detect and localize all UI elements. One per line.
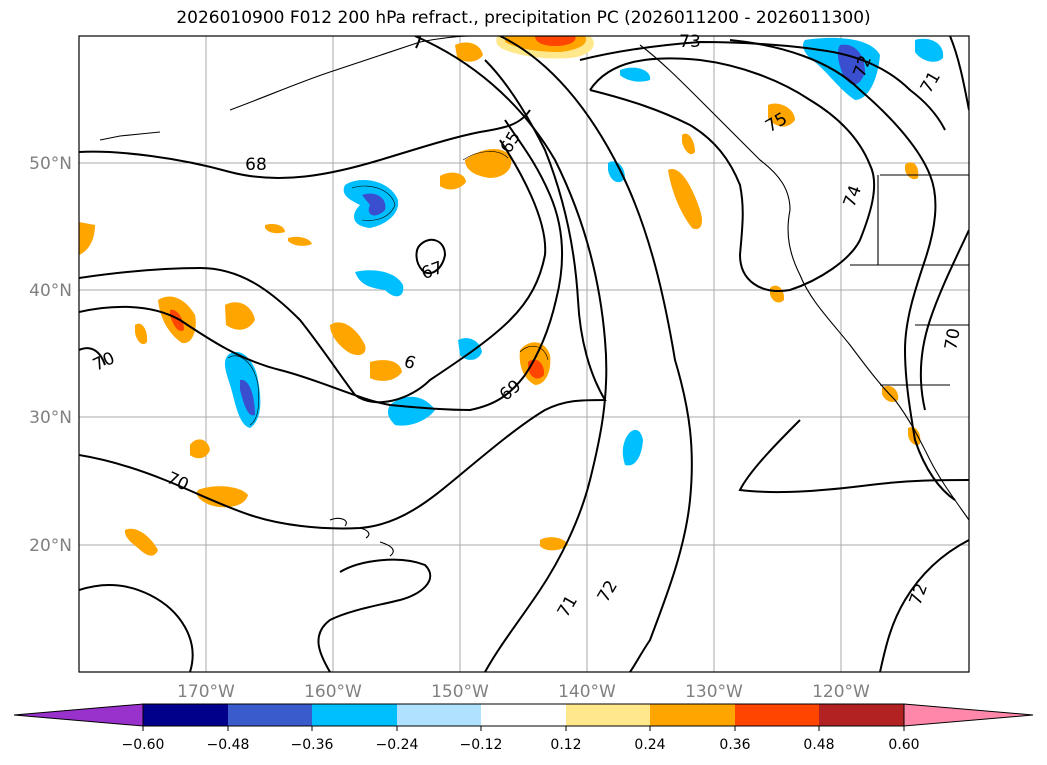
- refractivity-contours: [79, 36, 969, 672]
- precip-blob-pos: [465, 148, 512, 178]
- precip-blob-neg: [915, 38, 944, 62]
- contour-72b: [738, 419, 969, 494]
- colorbar-segment: [397, 704, 481, 726]
- map-title: 2026010900 F012 200 hPa refract., precip…: [176, 8, 871, 28]
- colorbar-tick-label: 0.48: [803, 737, 834, 753]
- lat-label-20n: 20°N: [29, 536, 72, 556]
- precip-blob-pos: [440, 172, 466, 190]
- contour-75: [729, 39, 956, 501]
- contour-68: [79, 109, 531, 179]
- colorbar-tick-label: −0.12: [460, 737, 503, 753]
- alaska-coast: [229, 36, 471, 111]
- colorbar-extend-low: [13, 703, 144, 727]
- colorbar-tick-label: −0.60: [122, 737, 165, 753]
- precip-blob-pos: [682, 133, 695, 155]
- precip-blob-neg: [387, 396, 435, 426]
- colorbar-segment: [735, 704, 819, 726]
- precip-blob-pos: [190, 439, 210, 459]
- precip-blob-pos: [124, 528, 158, 556]
- north-america-coast: [639, 44, 969, 521]
- precip-blob-pos-strong: [535, 36, 576, 46]
- coastlines: [99, 36, 969, 557]
- contour-label: 68: [245, 155, 267, 175]
- precip-blob-neg-core: [240, 379, 255, 416]
- aleutian-islands: [99, 131, 161, 141]
- contour-71b: [949, 36, 969, 111]
- longitude-labels: 170°W 160°W 150°W 140°W 130°W 120°W: [177, 682, 870, 702]
- contour-70c: [79, 584, 194, 672]
- colorbar-tick-label: −0.48: [207, 737, 250, 753]
- precip-blob-pos: [225, 302, 255, 330]
- precip-blob-pos: [330, 322, 366, 356]
- colorbar-segment: [650, 704, 735, 726]
- contour-72c: [879, 539, 969, 672]
- colorbar-segment: [312, 704, 397, 726]
- lon-label-130w: 130°W: [685, 682, 743, 702]
- colorbar-tick-label: −0.36: [291, 737, 334, 753]
- contour-70b: [919, 229, 969, 411]
- precip-blob-pos: [265, 223, 285, 234]
- precip-blob-neg: [355, 270, 404, 297]
- lon-label-120w: 120°W: [812, 682, 870, 702]
- colorbar-outline: [142, 703, 905, 727]
- precip-blob-pos-strong: [170, 309, 184, 331]
- colorbar-tick-label: −0.24: [376, 737, 419, 753]
- colorbar-tick-label: 0.12: [550, 737, 581, 753]
- colorbar-tick-label: 0.24: [634, 737, 665, 753]
- contour-74: [589, 57, 876, 292]
- colorbar: −0.60 −0.48 −0.36 −0.24 −0.12 0.12 0.24 …: [13, 703, 1034, 753]
- colorbar-segment: [481, 704, 566, 726]
- contour-73: [579, 40, 946, 131]
- lon-label-150w: 150°W: [431, 682, 489, 702]
- precip-blob-pos: [455, 42, 483, 62]
- lon-label-160w: 160°W: [304, 682, 362, 702]
- lon-label-170w: 170°W: [177, 682, 235, 702]
- precip-blob-pos: [288, 236, 312, 246]
- colorbar-extend-high: [903, 703, 1034, 727]
- contour-label: 70: [941, 327, 964, 352]
- precip-blob-neg: [608, 161, 625, 183]
- colorbar-tick-label: 0.60: [888, 737, 919, 753]
- contour-71: [414, 36, 608, 672]
- contour-72: [499, 36, 693, 672]
- contour-67-closed: [415, 238, 447, 275]
- contour-70d: [79, 347, 106, 366]
- precip-blob-pos: [668, 169, 703, 230]
- contour-71c: [317, 558, 432, 672]
- contour-stub: [415, 36, 421, 49]
- map-frame: [78, 35, 970, 673]
- colorbar-segment: [819, 704, 904, 726]
- colorbar-segment: [143, 704, 228, 726]
- lat-label-30n: 30°N: [29, 408, 72, 428]
- contour-label: 73: [679, 32, 701, 52]
- contour-67: [79, 139, 547, 404]
- precip-blob-neg: [458, 338, 482, 360]
- lat-label-40n: 40°N: [29, 281, 72, 301]
- colorbar-segment: [228, 704, 312, 726]
- precip-blob-pos: [370, 360, 402, 381]
- latitude-labels: 20°N 30°N 40°N 50°N: [29, 154, 72, 556]
- colorbar-tick-label: 0.36: [719, 737, 750, 753]
- precip-shading: [79, 36, 944, 556]
- lon-label-140w: 140°W: [558, 682, 616, 702]
- precip-blob-pos: [540, 537, 568, 551]
- contour-69: [79, 119, 564, 412]
- precip-blob-pos: [768, 103, 795, 127]
- precip-blob-neg: [622, 429, 643, 466]
- precip-blob-neg-core: [362, 193, 386, 216]
- contour-70: [79, 59, 607, 530]
- precip-blob-pos: [196, 486, 248, 508]
- precip-blob-neg: [620, 67, 651, 82]
- colorbar-segment: [566, 704, 650, 726]
- precip-blob-pos: [135, 323, 148, 345]
- lat-label-50n: 50°N: [29, 154, 72, 174]
- precip-blob-pos: [79, 222, 95, 255]
